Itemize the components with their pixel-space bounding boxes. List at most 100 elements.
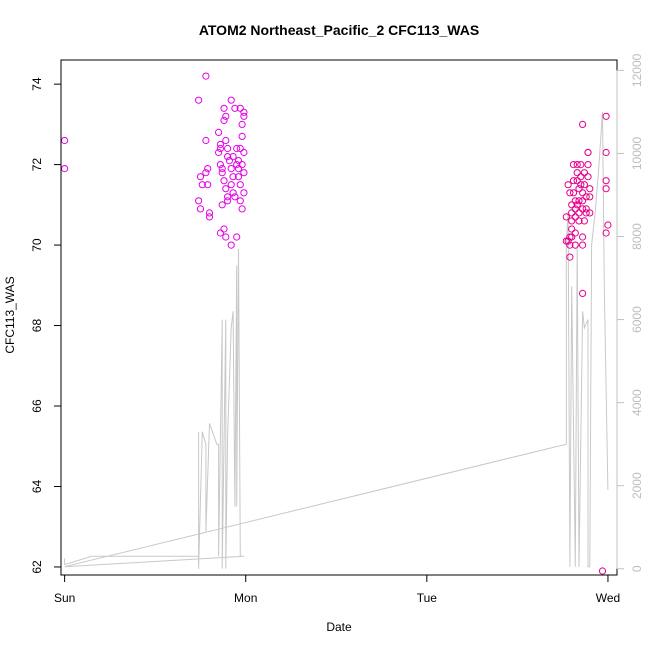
data-point [577, 173, 585, 181]
points-layer [61, 72, 612, 575]
data-point [234, 165, 243, 173]
data-point [573, 169, 581, 177]
data-point [573, 201, 581, 209]
data-point [229, 189, 237, 197]
data-point [568, 201, 576, 209]
data-point [218, 165, 226, 173]
data-point [231, 104, 239, 112]
data-point [579, 205, 587, 213]
data-point [579, 233, 587, 241]
data-point [584, 161, 592, 169]
data-point [218, 201, 226, 209]
data-point [233, 233, 241, 241]
data-point [579, 197, 587, 205]
x-tick-label: Tue [417, 591, 438, 605]
data-point [240, 189, 248, 197]
data-point [222, 112, 230, 120]
data-point [580, 169, 589, 177]
y-tick-label: 72 [30, 158, 44, 172]
data-point [227, 241, 235, 249]
data-point [575, 217, 583, 225]
data-point [568, 233, 576, 241]
data-point [238, 120, 246, 129]
right-tick-label: 2000 [630, 472, 644, 499]
plot-frame [60, 59, 618, 576]
data-point [222, 136, 230, 145]
data-point [205, 209, 214, 217]
y-tick-label: 68 [30, 319, 44, 333]
data-point [224, 153, 232, 161]
data-point [61, 136, 69, 145]
data-point [571, 197, 579, 205]
data-point [227, 96, 235, 104]
y-tick-label: 62 [30, 560, 44, 574]
data-point [586, 193, 594, 201]
data-point [195, 197, 203, 205]
data-point [240, 108, 248, 116]
data-point [568, 209, 576, 217]
data-point [564, 181, 572, 189]
x-axis-title: Date [326, 620, 352, 634]
x-tick-label: Mon [234, 591, 257, 605]
data-point [233, 161, 241, 169]
data-point [202, 72, 210, 80]
data-point [602, 112, 610, 120]
data-point [573, 161, 581, 169]
x-tick-label: Wed [596, 591, 620, 605]
data-point [240, 169, 248, 177]
data-point [220, 177, 228, 185]
data-point [577, 181, 585, 189]
x-tick-label: Sun [54, 591, 75, 605]
data-point [225, 157, 233, 165]
data-point [240, 112, 248, 120]
data-point [571, 229, 579, 237]
data-point [566, 189, 574, 197]
data-point [580, 181, 589, 189]
data-point [579, 120, 587, 129]
data-point [569, 161, 578, 169]
line-layer [64, 111, 609, 569]
data-point [602, 229, 610, 237]
y-tick-label: 70 [30, 238, 44, 252]
data-point [236, 181, 244, 189]
right-tick-label: 10000 [630, 136, 644, 170]
data-point [568, 225, 576, 233]
data-point [566, 241, 574, 249]
data-point [569, 189, 578, 197]
y-tick-label: 66 [30, 399, 44, 413]
x-axis: Sun Mon Tue Wed [54, 574, 620, 605]
data-point [229, 153, 237, 161]
right-tick-label: 12000 [630, 53, 644, 87]
data-point [575, 197, 583, 205]
data-point [196, 205, 205, 213]
y-tick-label: 74 [30, 77, 44, 91]
right-tick-label: 0 [630, 565, 644, 572]
data-point [229, 173, 237, 181]
y-tick-label: 64 [30, 479, 44, 493]
data-point [224, 197, 232, 205]
data-point [579, 241, 587, 249]
data-point [204, 181, 212, 189]
data-point [195, 96, 203, 104]
data-point [224, 144, 232, 153]
data-point [582, 209, 590, 217]
data-point [216, 144, 224, 153]
data-point [204, 165, 212, 173]
y-axis-title: CFC113_WAS [3, 276, 17, 353]
data-point [216, 140, 224, 149]
data-point [573, 177, 581, 185]
data-point [227, 165, 235, 173]
data-point [202, 136, 210, 145]
data-point [220, 116, 228, 125]
data-point [236, 104, 244, 112]
data-point [577, 161, 585, 169]
data-point [586, 209, 594, 217]
data-point [566, 253, 574, 261]
data-point [234, 173, 243, 181]
data-point [198, 181, 206, 189]
data-point [579, 289, 587, 297]
data-point [202, 169, 210, 177]
data-point [579, 189, 587, 197]
data-point [236, 144, 244, 153]
